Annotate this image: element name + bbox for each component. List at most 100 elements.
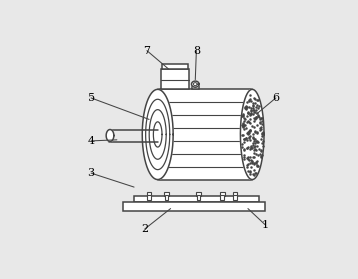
Point (244, 104, 250, 109)
Bar (192, 84, 199, 89)
Point (247, 133, 253, 138)
Point (250, 146, 255, 150)
Point (249, 158, 255, 163)
Point (241, 157, 247, 161)
Point (250, 135, 255, 140)
Point (248, 109, 254, 114)
Point (240, 125, 246, 129)
Point (239, 133, 245, 137)
Point (247, 138, 253, 142)
Point (253, 161, 259, 166)
Point (248, 92, 253, 97)
Point (256, 115, 262, 120)
Point (250, 104, 256, 108)
Point (258, 127, 264, 131)
Point (251, 108, 257, 113)
Point (242, 136, 248, 141)
Polygon shape (106, 129, 114, 141)
Point (257, 119, 263, 124)
Point (260, 130, 266, 135)
Polygon shape (241, 89, 264, 180)
Point (251, 137, 257, 141)
Point (252, 170, 258, 175)
Point (258, 116, 263, 120)
Point (244, 165, 250, 169)
Point (251, 145, 256, 150)
Point (248, 165, 253, 169)
Point (246, 105, 252, 109)
Point (245, 111, 250, 115)
Point (240, 114, 245, 119)
Point (245, 145, 251, 150)
Point (258, 117, 263, 121)
Bar (134, 196, 259, 202)
Point (245, 132, 251, 137)
Point (245, 155, 251, 159)
Point (250, 112, 256, 117)
Point (251, 150, 257, 155)
Point (246, 157, 252, 162)
Point (251, 168, 257, 172)
Point (251, 116, 257, 121)
Point (258, 137, 263, 141)
Point (246, 135, 252, 140)
Point (250, 103, 256, 107)
Point (243, 107, 249, 111)
Point (255, 113, 260, 117)
Bar (220, 192, 224, 196)
Point (254, 144, 260, 148)
Point (259, 131, 265, 135)
Point (252, 140, 258, 145)
Point (245, 110, 251, 114)
Point (250, 171, 256, 176)
Point (243, 136, 249, 140)
Point (247, 117, 253, 122)
Point (247, 169, 253, 174)
Point (258, 125, 264, 129)
Point (252, 96, 257, 100)
Point (254, 163, 260, 168)
Point (255, 140, 261, 145)
Point (258, 154, 264, 159)
Point (256, 105, 261, 110)
Point (259, 141, 265, 145)
Point (240, 112, 246, 116)
Point (248, 172, 253, 177)
Point (248, 145, 253, 150)
Text: 7: 7 (144, 46, 150, 56)
Point (252, 160, 257, 165)
Point (252, 146, 258, 151)
Point (251, 173, 257, 177)
Point (239, 145, 245, 149)
Point (257, 152, 263, 157)
Point (242, 105, 248, 109)
Polygon shape (142, 89, 173, 180)
Point (245, 146, 250, 150)
Point (260, 144, 265, 148)
Point (253, 170, 258, 175)
Bar (158, 89, 252, 180)
Point (240, 124, 246, 128)
Point (248, 108, 254, 112)
Point (251, 125, 257, 129)
Point (256, 104, 262, 109)
Point (241, 153, 247, 157)
Bar (161, 69, 189, 89)
Point (244, 163, 250, 167)
Point (248, 128, 253, 133)
Bar (233, 195, 237, 199)
Point (248, 144, 253, 149)
Point (249, 124, 255, 129)
Point (253, 114, 258, 119)
Point (247, 128, 253, 132)
Point (252, 130, 257, 134)
Point (259, 115, 265, 120)
Point (250, 135, 256, 140)
Point (254, 163, 260, 168)
Point (243, 106, 248, 110)
Point (255, 164, 261, 169)
Point (249, 161, 255, 165)
Point (250, 107, 256, 112)
Point (255, 114, 261, 118)
Point (253, 152, 258, 157)
